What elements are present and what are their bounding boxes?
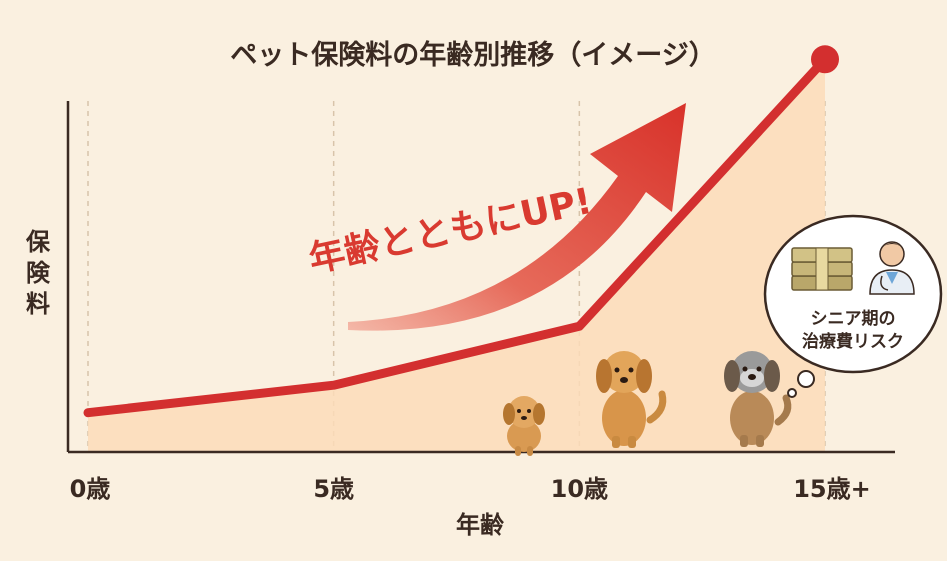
- doctor-icon: [869, 241, 915, 295]
- callout-line-1: シニア期の: [811, 309, 896, 329]
- y-axis-label-char: 険: [26, 259, 51, 287]
- series-area: [88, 59, 825, 453]
- money-stack-icon: [791, 247, 853, 291]
- end-point-marker: [811, 45, 839, 74]
- y-axis-label-char: 保: [25, 228, 51, 256]
- senior-dog-icon: [724, 351, 792, 447]
- x-tick-label: 10歳: [551, 475, 608, 503]
- x-tick-labels: 0歳 5歳 10歳 15歳+: [70, 475, 871, 503]
- x-tick-label: 5歳: [313, 475, 354, 503]
- adult-dog-icon: [596, 351, 667, 448]
- callout-line-2: 治療費リスク: [802, 331, 904, 352]
- y-axis-label-char: 料: [26, 290, 50, 318]
- puppy-icon: [503, 396, 545, 456]
- y-axis-label: 保険料: [25, 228, 51, 318]
- data-points: [811, 45, 839, 74]
- trend-arrow: [348, 103, 686, 331]
- x-tick-label: 0歳: [70, 475, 111, 503]
- x-axis-label: 年齢: [456, 511, 505, 539]
- x-tick-label: 15歳+: [793, 475, 871, 503]
- chart-title: ペット保険料の年齢別推移（イメージ）: [230, 39, 715, 71]
- series-line: [83, 54, 830, 418]
